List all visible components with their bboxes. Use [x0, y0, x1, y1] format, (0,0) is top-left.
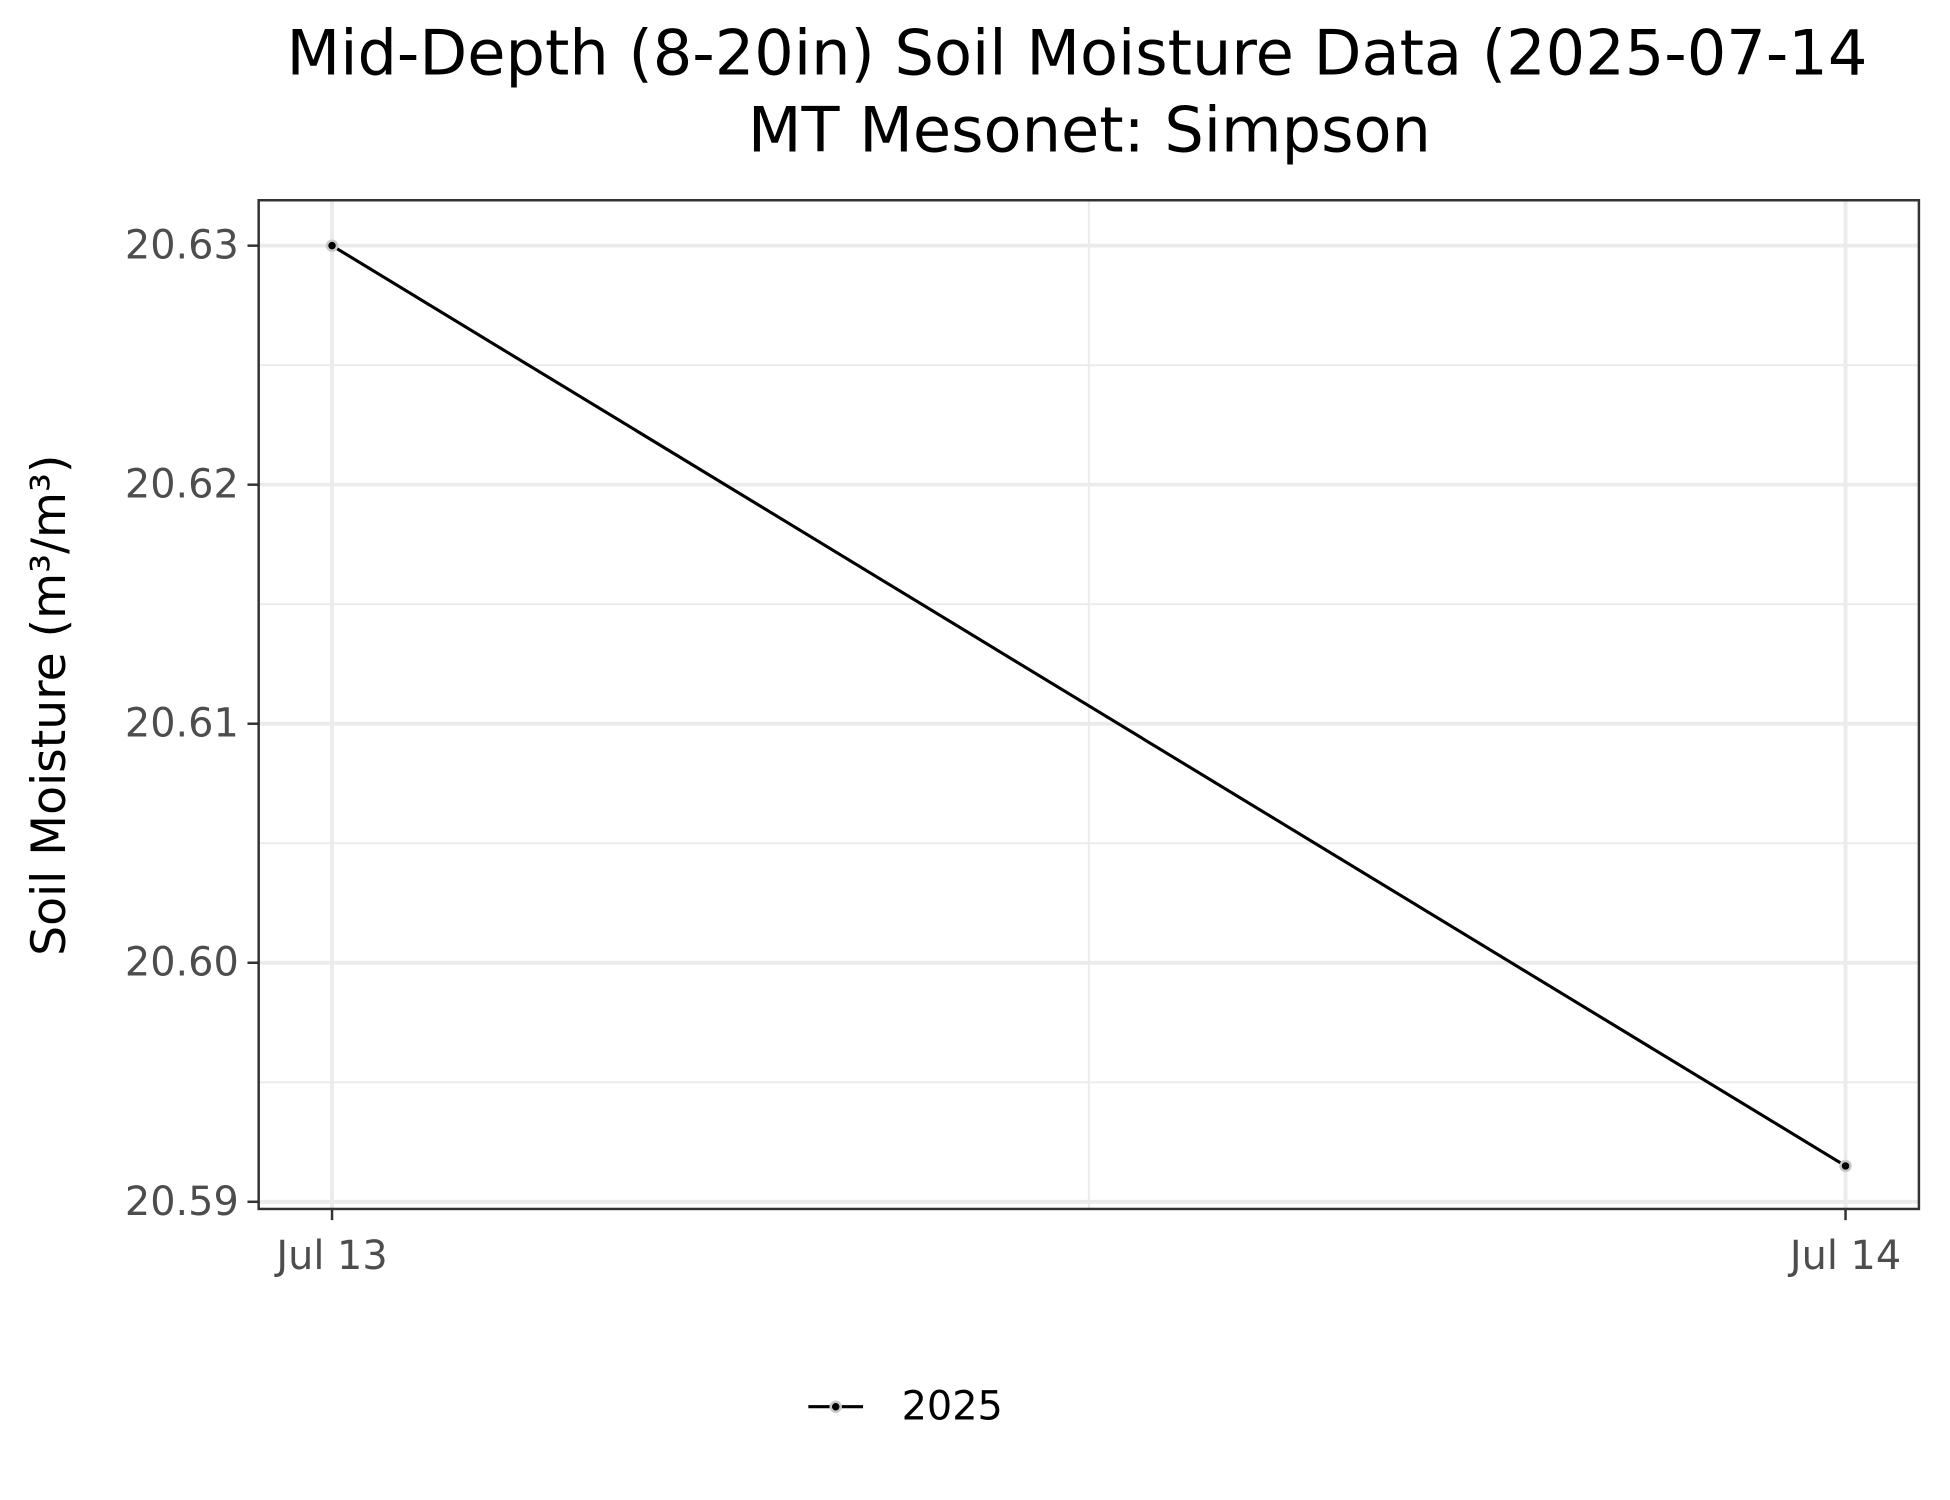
y-axis-title: Soil Moisture (m³/m³): [22, 455, 77, 956]
y-tick-label: 20.59: [125, 1179, 239, 1225]
y-tick-label: 20.63: [125, 223, 239, 269]
plot-border: [257, 199, 1921, 1211]
data-point: [1839, 1159, 1852, 1173]
y-tick-label: 20.62: [125, 462, 239, 508]
x-tick-label: Jul 14: [1787, 1233, 1901, 1279]
y-tick-label: 20.61: [125, 701, 239, 747]
chart-subtitle: MT Mesonet: Simpson: [748, 93, 1431, 166]
x-tick-label: Jul 13: [273, 1233, 387, 1279]
y-tick-label: 20.60: [125, 940, 239, 986]
data-point: [325, 239, 339, 252]
chart-title: Mid-Depth (8-20in) Soil Moisture Data (2…: [287, 16, 1868, 89]
legend-point: [829, 1400, 842, 1413]
legend-label: 2025: [902, 1384, 1003, 1430]
series-line: [331, 244, 1847, 1168]
